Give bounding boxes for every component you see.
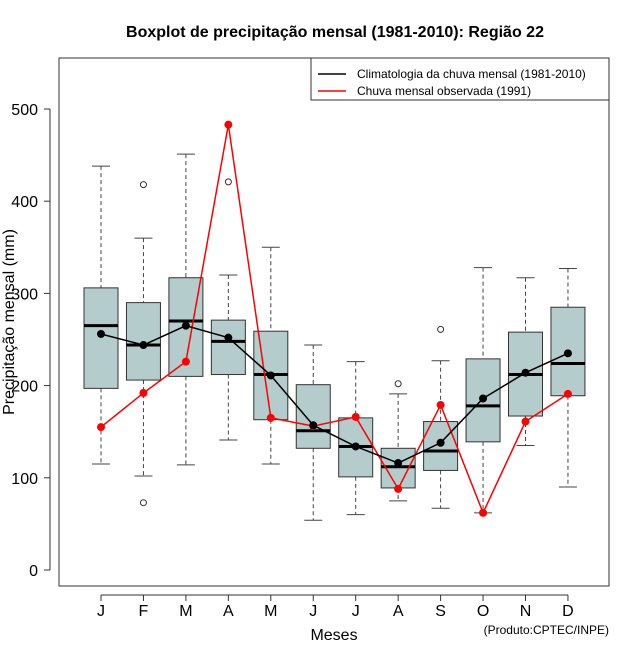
- series-line: [100, 324, 569, 464]
- legend-observed: Chuva mensal observada (1991): [357, 84, 531, 98]
- series-point: [97, 329, 105, 338]
- y-tick-label: 400: [11, 194, 38, 211]
- box: [83, 287, 119, 389]
- series-point: [139, 341, 148, 350]
- y-tick-label: 100: [11, 471, 38, 488]
- series-point: [309, 421, 318, 430]
- series-point: [394, 459, 403, 468]
- series-point: [351, 442, 360, 451]
- series-point: [563, 389, 572, 398]
- series-point: [521, 417, 530, 426]
- outlier-point: [437, 325, 445, 333]
- x-tick-label: J: [352, 603, 360, 620]
- series-line: [100, 124, 569, 515]
- y-tick-label: 0: [29, 563, 38, 580]
- x-tick-label: A: [393, 603, 404, 620]
- legend: Climatologia da chuva mensal (1981-2010)…: [310, 57, 610, 101]
- x-tick-label: J: [309, 603, 317, 620]
- series-point: [436, 400, 445, 409]
- x-tick-label: J: [97, 603, 105, 620]
- series-point: [394, 484, 403, 493]
- x-tick-label: O: [477, 603, 489, 620]
- series-point: [351, 412, 360, 421]
- series-point: [181, 357, 190, 366]
- chart-title: Boxplot de precipitação mensal (1981-201…: [126, 24, 544, 41]
- y-tick-label: 200: [11, 379, 38, 396]
- outlier-point: [224, 178, 232, 186]
- series-point: [436, 438, 445, 447]
- series-point: [266, 413, 275, 422]
- x-tick-label: N: [520, 603, 532, 620]
- x-tick-label: D: [562, 603, 574, 620]
- x-axis-label: Meses: [310, 627, 357, 644]
- x-tick-label: M: [264, 603, 277, 620]
- y-axis-label: Precipitação mensal (mm): [1, 229, 18, 415]
- x-tick-label: A: [223, 603, 234, 620]
- outlier-point: [394, 380, 402, 388]
- series-point: [479, 508, 488, 517]
- outlier-point: [139, 181, 147, 189]
- box: [295, 384, 331, 449]
- x-tick-label: S: [435, 603, 446, 620]
- series-point: [224, 333, 233, 342]
- footnote: (Produto:CPTEC/INPE): [484, 623, 609, 637]
- x-tick-label: F: [139, 603, 149, 620]
- series-point: [521, 368, 530, 377]
- series-point: [563, 349, 572, 358]
- series-point: [224, 120, 233, 129]
- series-point: [266, 371, 275, 380]
- x-tick-label: M: [179, 603, 192, 620]
- y-tick-label: 500: [11, 102, 38, 119]
- legend-climatology: Climatologia da chuva mensal (1981-2010): [357, 67, 586, 81]
- series-point: [181, 321, 190, 330]
- outlier-point: [139, 499, 147, 507]
- series-point: [479, 394, 488, 403]
- series-point: [139, 388, 148, 397]
- series-point: [97, 423, 105, 432]
- y-tick-label: 300: [11, 286, 38, 303]
